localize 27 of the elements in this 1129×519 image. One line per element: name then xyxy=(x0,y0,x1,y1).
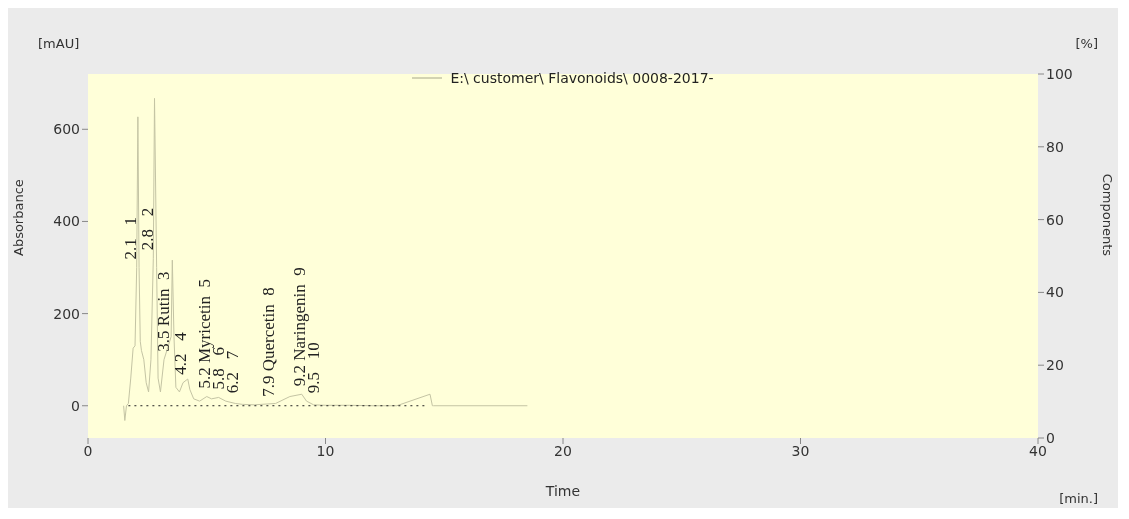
y2-tick-label: 0 xyxy=(1046,429,1055,446)
y-tick-label: 600 xyxy=(53,121,80,138)
y-tick-label: 400 xyxy=(53,213,80,230)
line-series xyxy=(123,97,528,421)
text: [%] xyxy=(1075,36,1098,51)
y2-tick-label: 20 xyxy=(1046,357,1064,374)
y2-axis-title: Components xyxy=(1100,173,1116,257)
annotation: 7.9 Quercetin 8 xyxy=(258,287,278,397)
text: [mAU] xyxy=(38,36,80,51)
text: [min.] xyxy=(1059,491,1098,506)
y2-tick-label: 40 xyxy=(1046,284,1064,301)
x-tick-label: 30 xyxy=(791,442,810,459)
x-tick-label: 40 xyxy=(1029,442,1047,459)
x-axis-title: Time xyxy=(544,483,581,499)
y-tick-label: 200 xyxy=(53,305,80,322)
annotation: 2.1 1 xyxy=(120,217,140,260)
legend-label: E:\ customer\ Flavonoids\ 0008-2017- xyxy=(450,70,714,86)
x-tick-label: 0 xyxy=(83,442,93,459)
annotation: 9.2 Naringenin 9 xyxy=(289,267,309,387)
x-tick-label: 10 xyxy=(316,442,335,459)
annotation: 2.8 2 xyxy=(137,207,157,251)
y2-tick-label: 60 xyxy=(1046,211,1064,228)
x-tick-label: 20 xyxy=(554,442,572,459)
y-tick-label: 0 xyxy=(71,397,80,414)
y2-tick-label: 100 xyxy=(1046,65,1073,82)
y2-tick-label: 80 xyxy=(1046,138,1064,155)
y-axis-title: Absorbance xyxy=(10,179,26,256)
